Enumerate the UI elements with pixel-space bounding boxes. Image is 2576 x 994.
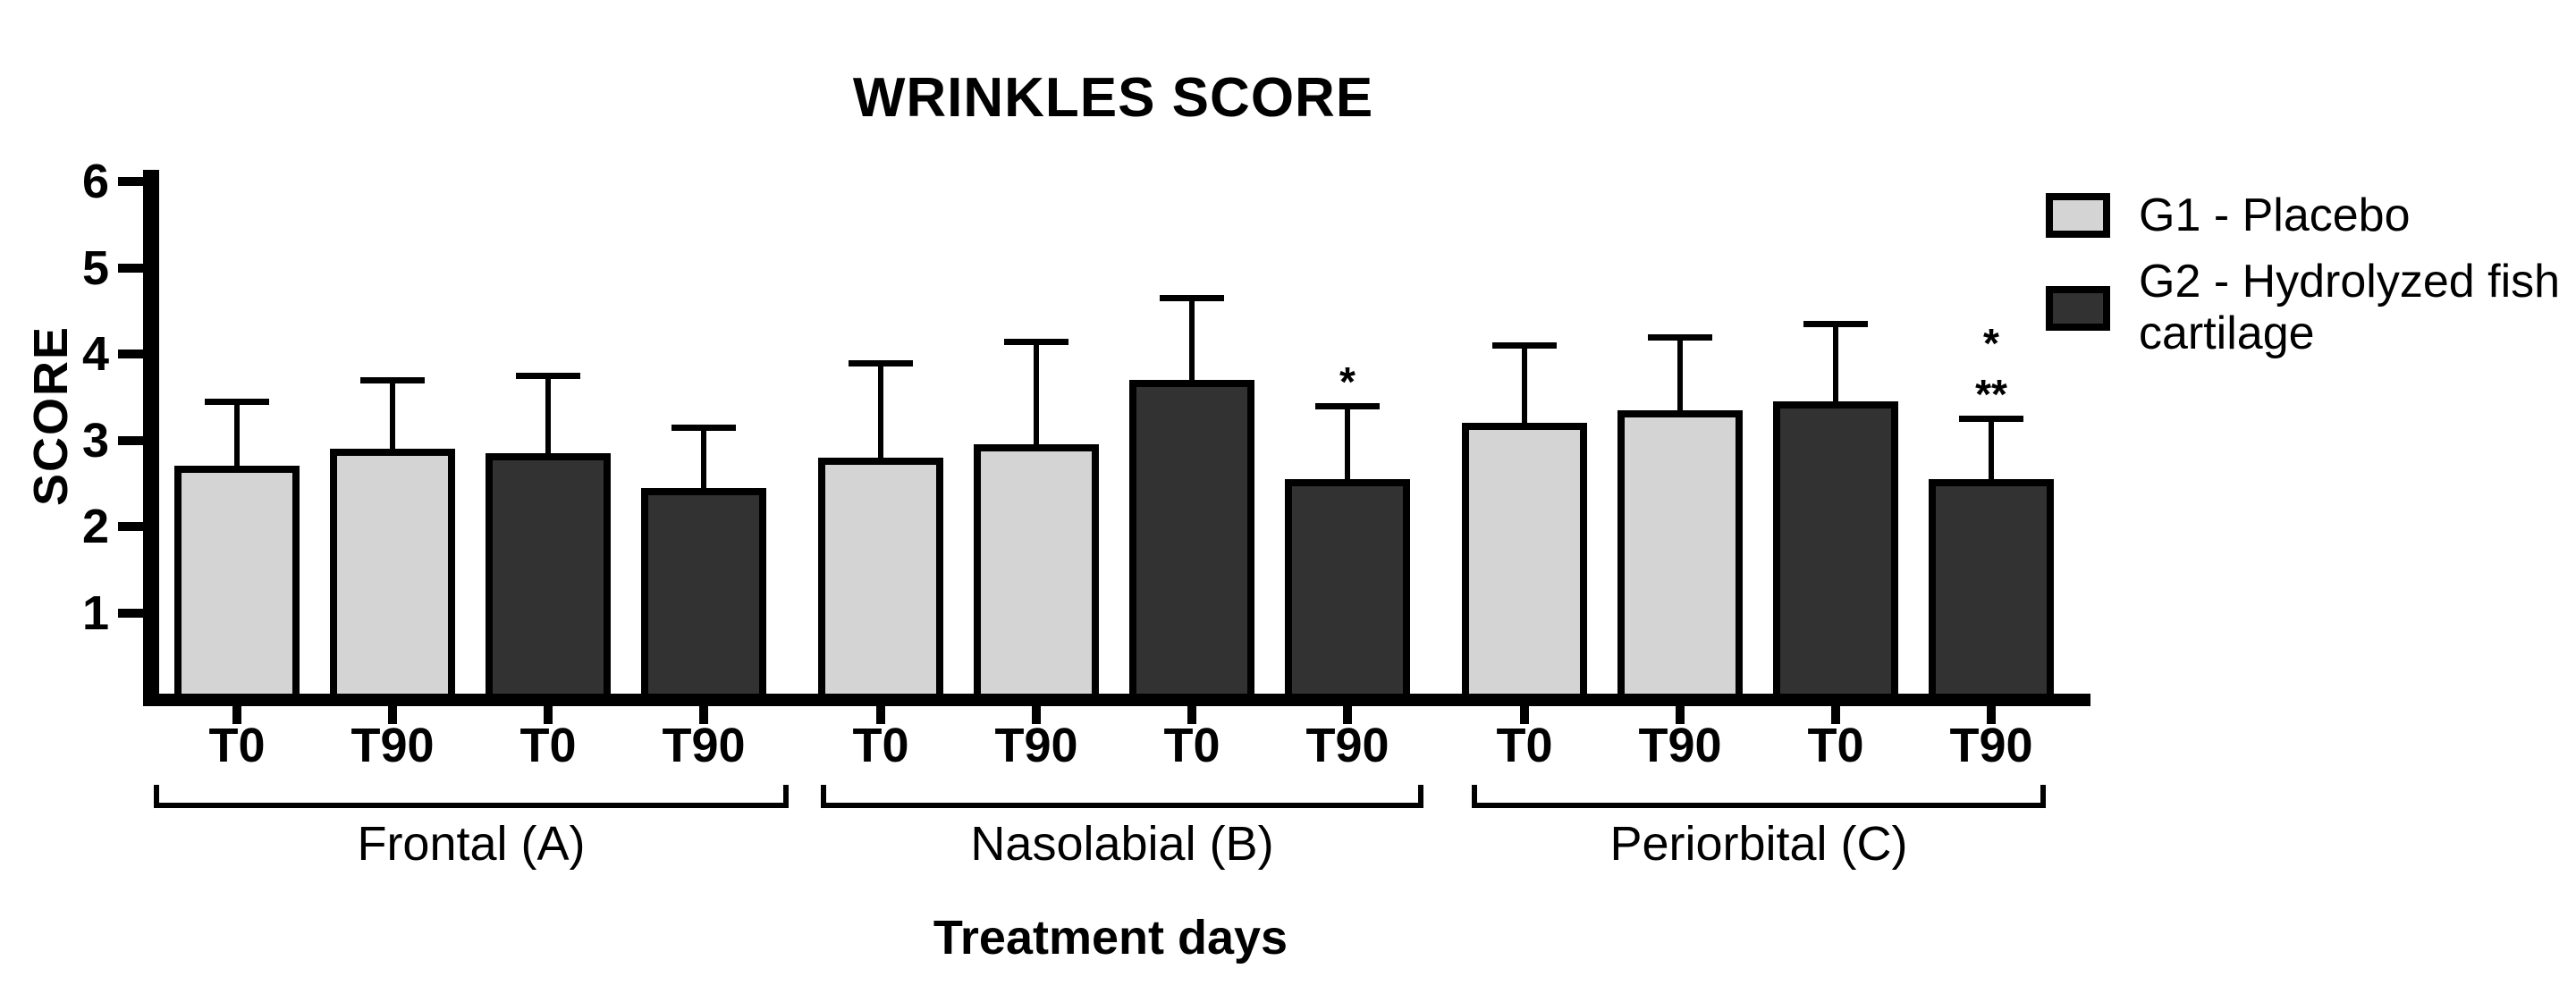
error-bar bbox=[1189, 299, 1195, 387]
error-cap bbox=[360, 376, 425, 383]
error-bar bbox=[1989, 420, 1994, 486]
bar bbox=[1462, 423, 1587, 701]
group-bracket-end bbox=[1418, 785, 1423, 808]
x-tick bbox=[1343, 706, 1352, 724]
y-tick bbox=[118, 522, 143, 531]
group-bracket bbox=[1472, 803, 2046, 808]
bar bbox=[818, 457, 943, 701]
bar bbox=[1617, 409, 1743, 701]
bar bbox=[1773, 401, 1898, 701]
group-label: Frontal (A) bbox=[357, 817, 586, 871]
bar-label: T0 bbox=[1807, 719, 1864, 772]
bar-label: T90 bbox=[1305, 719, 1389, 772]
x-axis-line bbox=[143, 694, 2090, 706]
y-tick bbox=[118, 350, 143, 358]
error-bar bbox=[1345, 407, 1350, 486]
legend-label-g1: G1 - Placebo bbox=[2139, 190, 2411, 241]
bar-label: T0 bbox=[852, 719, 909, 772]
y-axis-line bbox=[143, 170, 159, 706]
group-bracket-end bbox=[154, 785, 159, 808]
x-tick bbox=[1831, 706, 1840, 724]
error-bar bbox=[1522, 347, 1527, 431]
y-tick bbox=[118, 435, 143, 445]
x-tick bbox=[1187, 706, 1196, 724]
x-tick bbox=[876, 706, 885, 724]
x-tick bbox=[1032, 706, 1041, 724]
y-tick bbox=[118, 177, 143, 186]
bar bbox=[1929, 478, 2054, 701]
legend-swatch-g2 bbox=[2046, 286, 2110, 331]
y-tick-label: 3 bbox=[81, 413, 109, 468]
bar bbox=[641, 487, 766, 701]
group-bracket bbox=[154, 803, 789, 808]
x-tick bbox=[1987, 706, 1996, 724]
y-tick-label: 1 bbox=[81, 585, 109, 640]
significance-annotation: ** bbox=[1975, 371, 2007, 418]
error-bar bbox=[545, 377, 551, 460]
bar bbox=[174, 466, 300, 701]
y-tick bbox=[118, 608, 143, 618]
error-bar bbox=[234, 403, 240, 474]
significance-annotation: * bbox=[1339, 358, 1356, 405]
group-label: Nasolabial (B) bbox=[970, 817, 1274, 871]
error-bar bbox=[390, 381, 395, 457]
significance-annotation: * bbox=[1983, 320, 1999, 367]
y-tick-label: 2 bbox=[81, 500, 109, 553]
x-tick bbox=[544, 706, 553, 724]
bar bbox=[1285, 478, 1410, 701]
group-bracket-end bbox=[2040, 785, 2046, 808]
x-tick bbox=[232, 706, 241, 724]
error-bar bbox=[1833, 325, 1838, 409]
group-bracket-end bbox=[783, 785, 789, 808]
error-cap bbox=[1004, 338, 1068, 345]
bar bbox=[330, 449, 455, 701]
chart-title: WRINKLES SCORE bbox=[852, 67, 1374, 129]
bar-label: T0 bbox=[519, 719, 577, 772]
error-cap bbox=[516, 373, 580, 380]
bar-label: T90 bbox=[1638, 719, 1722, 772]
error-cap bbox=[1648, 333, 1712, 341]
x-tick bbox=[699, 706, 708, 724]
bar-label: T0 bbox=[1496, 719, 1553, 772]
error-cap bbox=[1803, 321, 1868, 328]
bar bbox=[486, 452, 611, 701]
bar-label: T0 bbox=[1163, 719, 1220, 772]
y-tick bbox=[118, 263, 143, 273]
error-bar bbox=[701, 429, 706, 495]
error-bar bbox=[1677, 338, 1683, 417]
error-cap bbox=[205, 399, 269, 406]
error-bar bbox=[878, 364, 883, 465]
error-cap bbox=[1492, 342, 1557, 350]
bar-label: T0 bbox=[208, 719, 266, 772]
legend-swatch-g1 bbox=[2046, 193, 2110, 238]
x-tick bbox=[388, 706, 397, 724]
error-cap bbox=[1959, 416, 2023, 423]
y-tick-label: 5 bbox=[81, 240, 109, 295]
group-bracket-end bbox=[1472, 785, 1477, 808]
x-tick bbox=[1676, 706, 1685, 724]
bar-label: T90 bbox=[994, 719, 1078, 772]
group-bracket bbox=[821, 803, 1423, 808]
error-cap bbox=[849, 359, 913, 366]
error-cap bbox=[1315, 402, 1380, 409]
y-tick-label: 4 bbox=[81, 327, 109, 381]
group-bracket-end bbox=[821, 785, 826, 808]
legend-label-g2: G2 - Hydrolyzed fish cartilage bbox=[2139, 256, 2561, 359]
bar bbox=[1129, 379, 1254, 701]
bar-label: T90 bbox=[1949, 719, 2033, 772]
group-label: Periorbital (C) bbox=[1609, 817, 1908, 871]
y-tick-label: 6 bbox=[81, 155, 109, 208]
bar-label: T90 bbox=[351, 719, 435, 772]
error-cap bbox=[1160, 295, 1224, 302]
bar-label: T90 bbox=[662, 719, 746, 772]
error-cap bbox=[671, 425, 736, 432]
bar bbox=[974, 444, 1099, 701]
x-axis-title: Treatment days bbox=[933, 911, 1288, 965]
x-tick bbox=[1520, 706, 1529, 724]
error-bar bbox=[1034, 342, 1039, 452]
